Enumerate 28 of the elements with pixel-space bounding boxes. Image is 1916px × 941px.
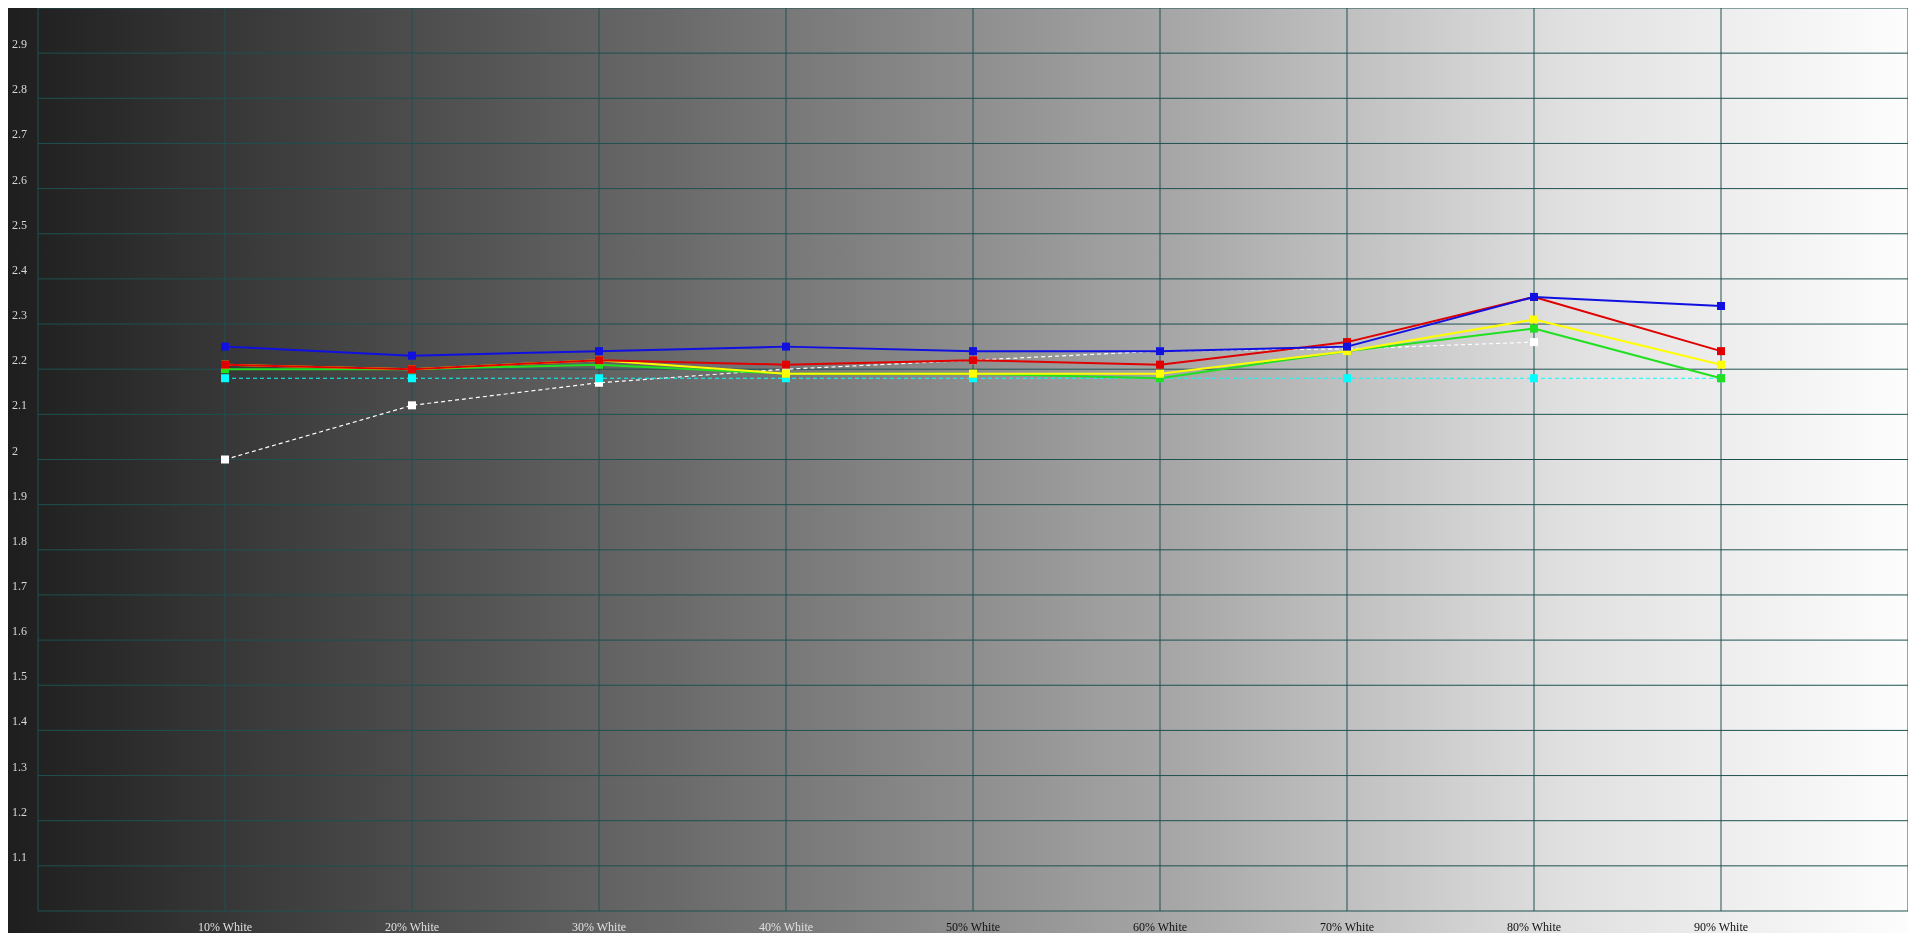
x-tick-label: 70% White	[1319, 920, 1375, 934]
x-tick-label: 40% White	[758, 920, 814, 934]
x-tick-label: 80% White	[1506, 920, 1562, 934]
y-tick-label: 1.7	[12, 578, 27, 593]
y-tick-label: 1.6	[12, 624, 27, 639]
y-tick-label: 2.7	[12, 127, 27, 142]
x-tick-label: 10% White	[197, 920, 253, 934]
y-tick-label: 2.2	[12, 353, 27, 368]
y-tick-label: 2	[12, 443, 18, 458]
y-tick-label: 1.5	[12, 669, 27, 684]
y-tick-label: 1.2	[12, 804, 27, 819]
y-tick-label: 1.3	[12, 759, 27, 774]
y-tick-label: 2.1	[12, 398, 27, 413]
y-tick-label: 2.6	[12, 172, 27, 187]
x-tick-label: 20% White	[384, 920, 440, 934]
y-tick-label: 2.8	[12, 82, 27, 97]
y-tick-label: 2.9	[12, 37, 27, 52]
x-tick-label: 50% White	[945, 920, 1001, 934]
y-tick-label: 2.3	[12, 308, 27, 323]
y-tick-label: 1.8	[12, 533, 27, 548]
y-tick-label: 1.4	[12, 714, 27, 729]
y-tick-label: 1.9	[12, 488, 27, 503]
y-tick-label: 1.1	[12, 849, 27, 864]
x-tick-label: 60% White	[1132, 920, 1188, 934]
y-tick-label: 2.4	[12, 262, 27, 277]
x-tick-label: 30% White	[571, 920, 627, 934]
y-tick-label: 2.5	[12, 217, 27, 232]
x-tick-label: 90% White	[1693, 920, 1749, 934]
